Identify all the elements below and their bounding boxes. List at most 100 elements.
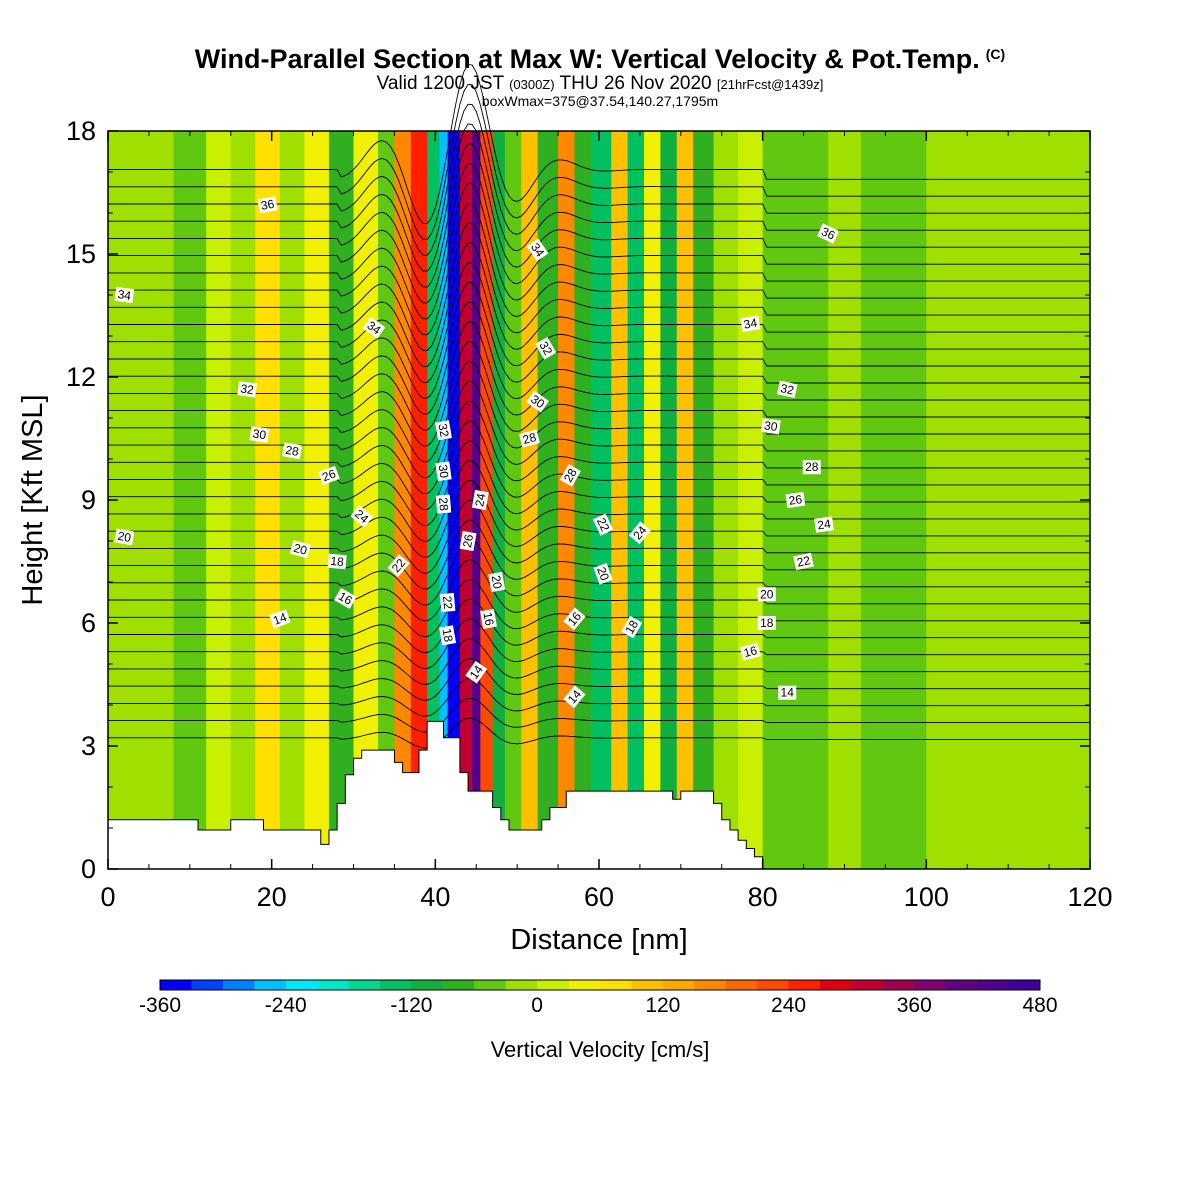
- theta-contour-label: 18: [439, 625, 457, 646]
- velocity-band: [504, 131, 522, 869]
- theta-contour-line: [108, 559, 1090, 622]
- colorbar-swatch: [725, 980, 758, 990]
- colorbar-swatch: [914, 980, 947, 990]
- theta-contour-labels: 36 36 34 34 34 34 32 32 32 32 30 30 30 30 28 28 28 28 28 26…: [114, 196, 840, 709]
- colorbar-swatch: [820, 980, 852, 990]
- contour-label-text: 20: [760, 587, 774, 601]
- contour-label-bg: [526, 238, 549, 262]
- contour-label-text: 26: [788, 492, 803, 508]
- colorbar-swatch: [222, 980, 255, 990]
- colorbar-frame: [159, 979, 1041, 991]
- theta-contours: [108, 64, 1090, 749]
- theta-contour-line: [108, 658, 1090, 701]
- contour-label-text: 32: [536, 339, 555, 358]
- colorbar-swatch: [254, 980, 287, 990]
- colorbar-swatch: [851, 980, 884, 990]
- velocity-band: [574, 131, 592, 869]
- colorbar-swatch: [537, 980, 570, 990]
- theta-contour-label: 14: [778, 685, 797, 700]
- contour-label-text: 18: [622, 618, 641, 637]
- velocity-band: [353, 131, 379, 869]
- velocity-band: [304, 131, 330, 869]
- theta-contour-line: [108, 83, 1090, 240]
- theta-contour-label: 20: [757, 587, 776, 602]
- theta-contour-label: 24: [471, 489, 489, 511]
- theta-contour-label: 28: [435, 494, 452, 514]
- velocity-band: [230, 131, 256, 869]
- title-text: Wind-Parallel Section at Max W: Vertical…: [194, 44, 980, 74]
- contour-label-text: 36: [260, 197, 276, 213]
- contour-label-text: 30: [436, 464, 452, 479]
- colorbar-swatch: [317, 980, 350, 990]
- velocity-band: [492, 131, 506, 869]
- contour-label-text: 14: [271, 610, 289, 628]
- theta-contour-label: 30: [435, 461, 452, 482]
- contour-label-text: 28: [805, 460, 819, 474]
- velocity-field: [108, 131, 1091, 869]
- terrain-mask: [107, 720, 764, 870]
- contour-label-text: 16: [742, 643, 759, 660]
- colorbar-swatch: [348, 980, 381, 990]
- theta-contour-line: [108, 301, 1090, 415]
- contour-label-text: 28: [561, 466, 580, 485]
- theta-contour-line: [108, 678, 1090, 717]
- theta-contour-label: 30: [249, 426, 270, 443]
- theta-contour-line: [108, 460, 1090, 542]
- theta-contour-line: [108, 123, 1090, 272]
- contour-label-bg: [318, 465, 340, 486]
- velocity-band: [558, 131, 576, 869]
- theta-contour-label: 28: [518, 429, 540, 448]
- contour-label-text: 24: [816, 517, 831, 533]
- theta-contour-line: [108, 618, 1090, 669]
- theta-contour-label: 16: [334, 587, 357, 609]
- contour-label-bg: [535, 337, 557, 360]
- theta-contour-line: [108, 598, 1090, 653]
- contour-label-bg: [785, 491, 806, 509]
- colorbar-swatch: [631, 980, 664, 990]
- contour-label-bg: [740, 315, 761, 333]
- contour-label-bg: [362, 316, 386, 339]
- contour-label-bg: [282, 442, 303, 460]
- forecast-info: [21hrFcst@1439z]: [716, 77, 824, 92]
- theta-contour-line: [108, 182, 1090, 320]
- contour-label-bg: [559, 464, 581, 487]
- theta-contour-line: [108, 440, 1090, 526]
- velocity-band: [206, 131, 232, 869]
- contour-label-text: 26: [320, 466, 338, 484]
- theta-contour-label: 18: [757, 616, 776, 630]
- contour-label-bg: [439, 625, 457, 646]
- colorbar-swatch: [568, 980, 601, 990]
- contour-label-bg: [465, 660, 488, 684]
- colorbar-swatch: [160, 980, 192, 990]
- y-tick-label: 15: [66, 239, 96, 269]
- y-tick-label: 0: [81, 854, 96, 884]
- theta-contour-line: [108, 321, 1090, 431]
- chart-title: Wind-Parallel Section at Max W: Vertical…: [0, 44, 1200, 75]
- theta-contour-label: 32: [535, 337, 557, 360]
- colorbar-swatch: [411, 980, 444, 990]
- x-tick-label: 100: [904, 882, 949, 912]
- contour-label-text: 22: [594, 516, 612, 534]
- x-tick-label: 20: [257, 882, 287, 912]
- contour-label-text: 18: [760, 616, 774, 630]
- contour-label-text: 24: [472, 492, 488, 508]
- x-tick-label: 120: [1067, 882, 1112, 912]
- x-axis: 0 20 40 60 80 100 120: [100, 131, 1113, 912]
- valid-time-line: Valid 1200 JST (0300Z) THU 26 Nov 2020 […: [0, 73, 1200, 95]
- theta-contour-line: [108, 341, 1090, 447]
- theta-contour-line: [108, 638, 1090, 685]
- velocity-band: [447, 131, 461, 869]
- velocity-band: [627, 131, 645, 869]
- velocity-band: [644, 131, 661, 869]
- contour-label-bg: [526, 390, 550, 413]
- theta-contour-label: 14: [465, 660, 488, 684]
- contour-label-bg: [817, 223, 840, 244]
- x-tick-label: 80: [748, 882, 778, 912]
- theta-contour-label: 30: [760, 418, 781, 435]
- y-tick-label: 12: [66, 362, 96, 392]
- colorbar-swatch: [1008, 980, 1041, 990]
- colorbar-swatch: [380, 980, 412, 990]
- x-tick-label: 40: [420, 882, 450, 912]
- contour-label-bg: [563, 685, 586, 709]
- contour-label-text: 26: [460, 533, 476, 549]
